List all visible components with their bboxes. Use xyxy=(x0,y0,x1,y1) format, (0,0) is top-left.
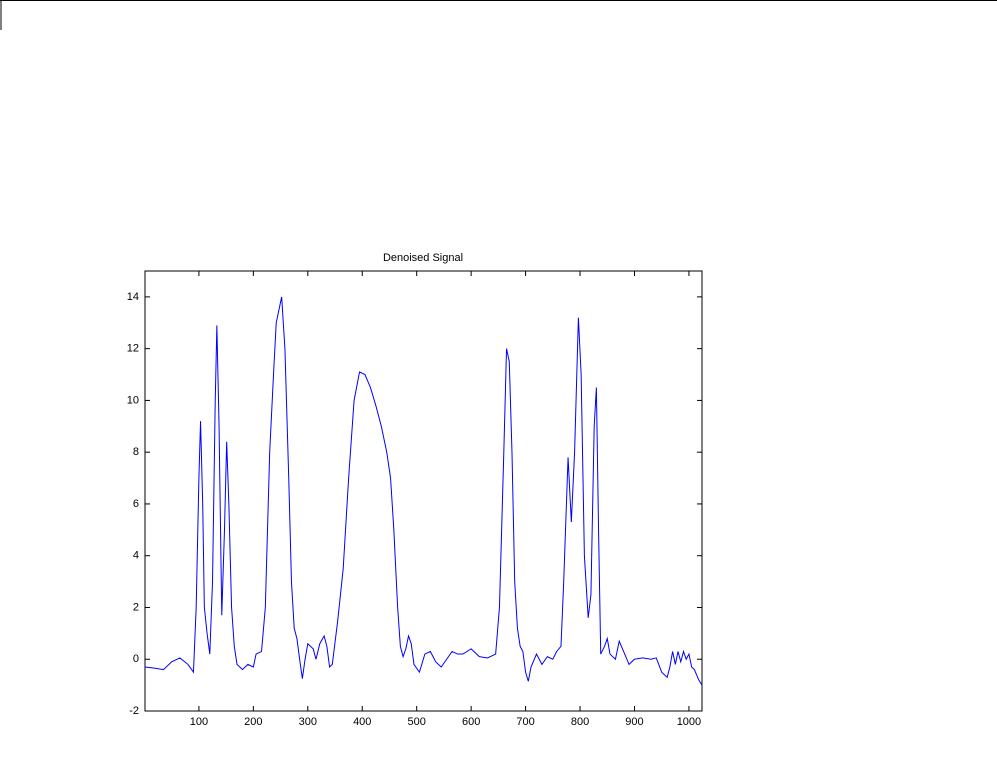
x-tick-label: 400 xyxy=(353,716,371,728)
y-tick-label: 12 xyxy=(127,343,139,355)
y-tick-label: 0 xyxy=(133,653,139,665)
x-tick-label: 100 xyxy=(190,716,208,728)
y-tick-label: 8 xyxy=(133,446,139,458)
x-tick-label: 600 xyxy=(462,716,480,728)
y-tick-label: 4 xyxy=(133,550,139,562)
signal-line xyxy=(144,296,703,686)
y-tick-label: -2 xyxy=(129,705,139,717)
y-tick-label: 2 xyxy=(133,601,139,613)
x-tick-label: 500 xyxy=(408,716,426,728)
chart-title: Denoised Signal xyxy=(383,252,463,264)
x-tick-label: 300 xyxy=(299,716,317,728)
y-tick-label: 6 xyxy=(133,498,139,510)
x-tick-label: 800 xyxy=(571,716,589,728)
x-tick-label: 1000 xyxy=(677,716,701,728)
axes-box xyxy=(144,270,703,712)
y-tick-label: 10 xyxy=(127,394,139,406)
x-tick-label: 700 xyxy=(516,716,534,728)
x-tick-label: 200 xyxy=(244,716,262,728)
y-tick-label: 14 xyxy=(127,291,139,303)
x-tick-label: 900 xyxy=(625,716,643,728)
